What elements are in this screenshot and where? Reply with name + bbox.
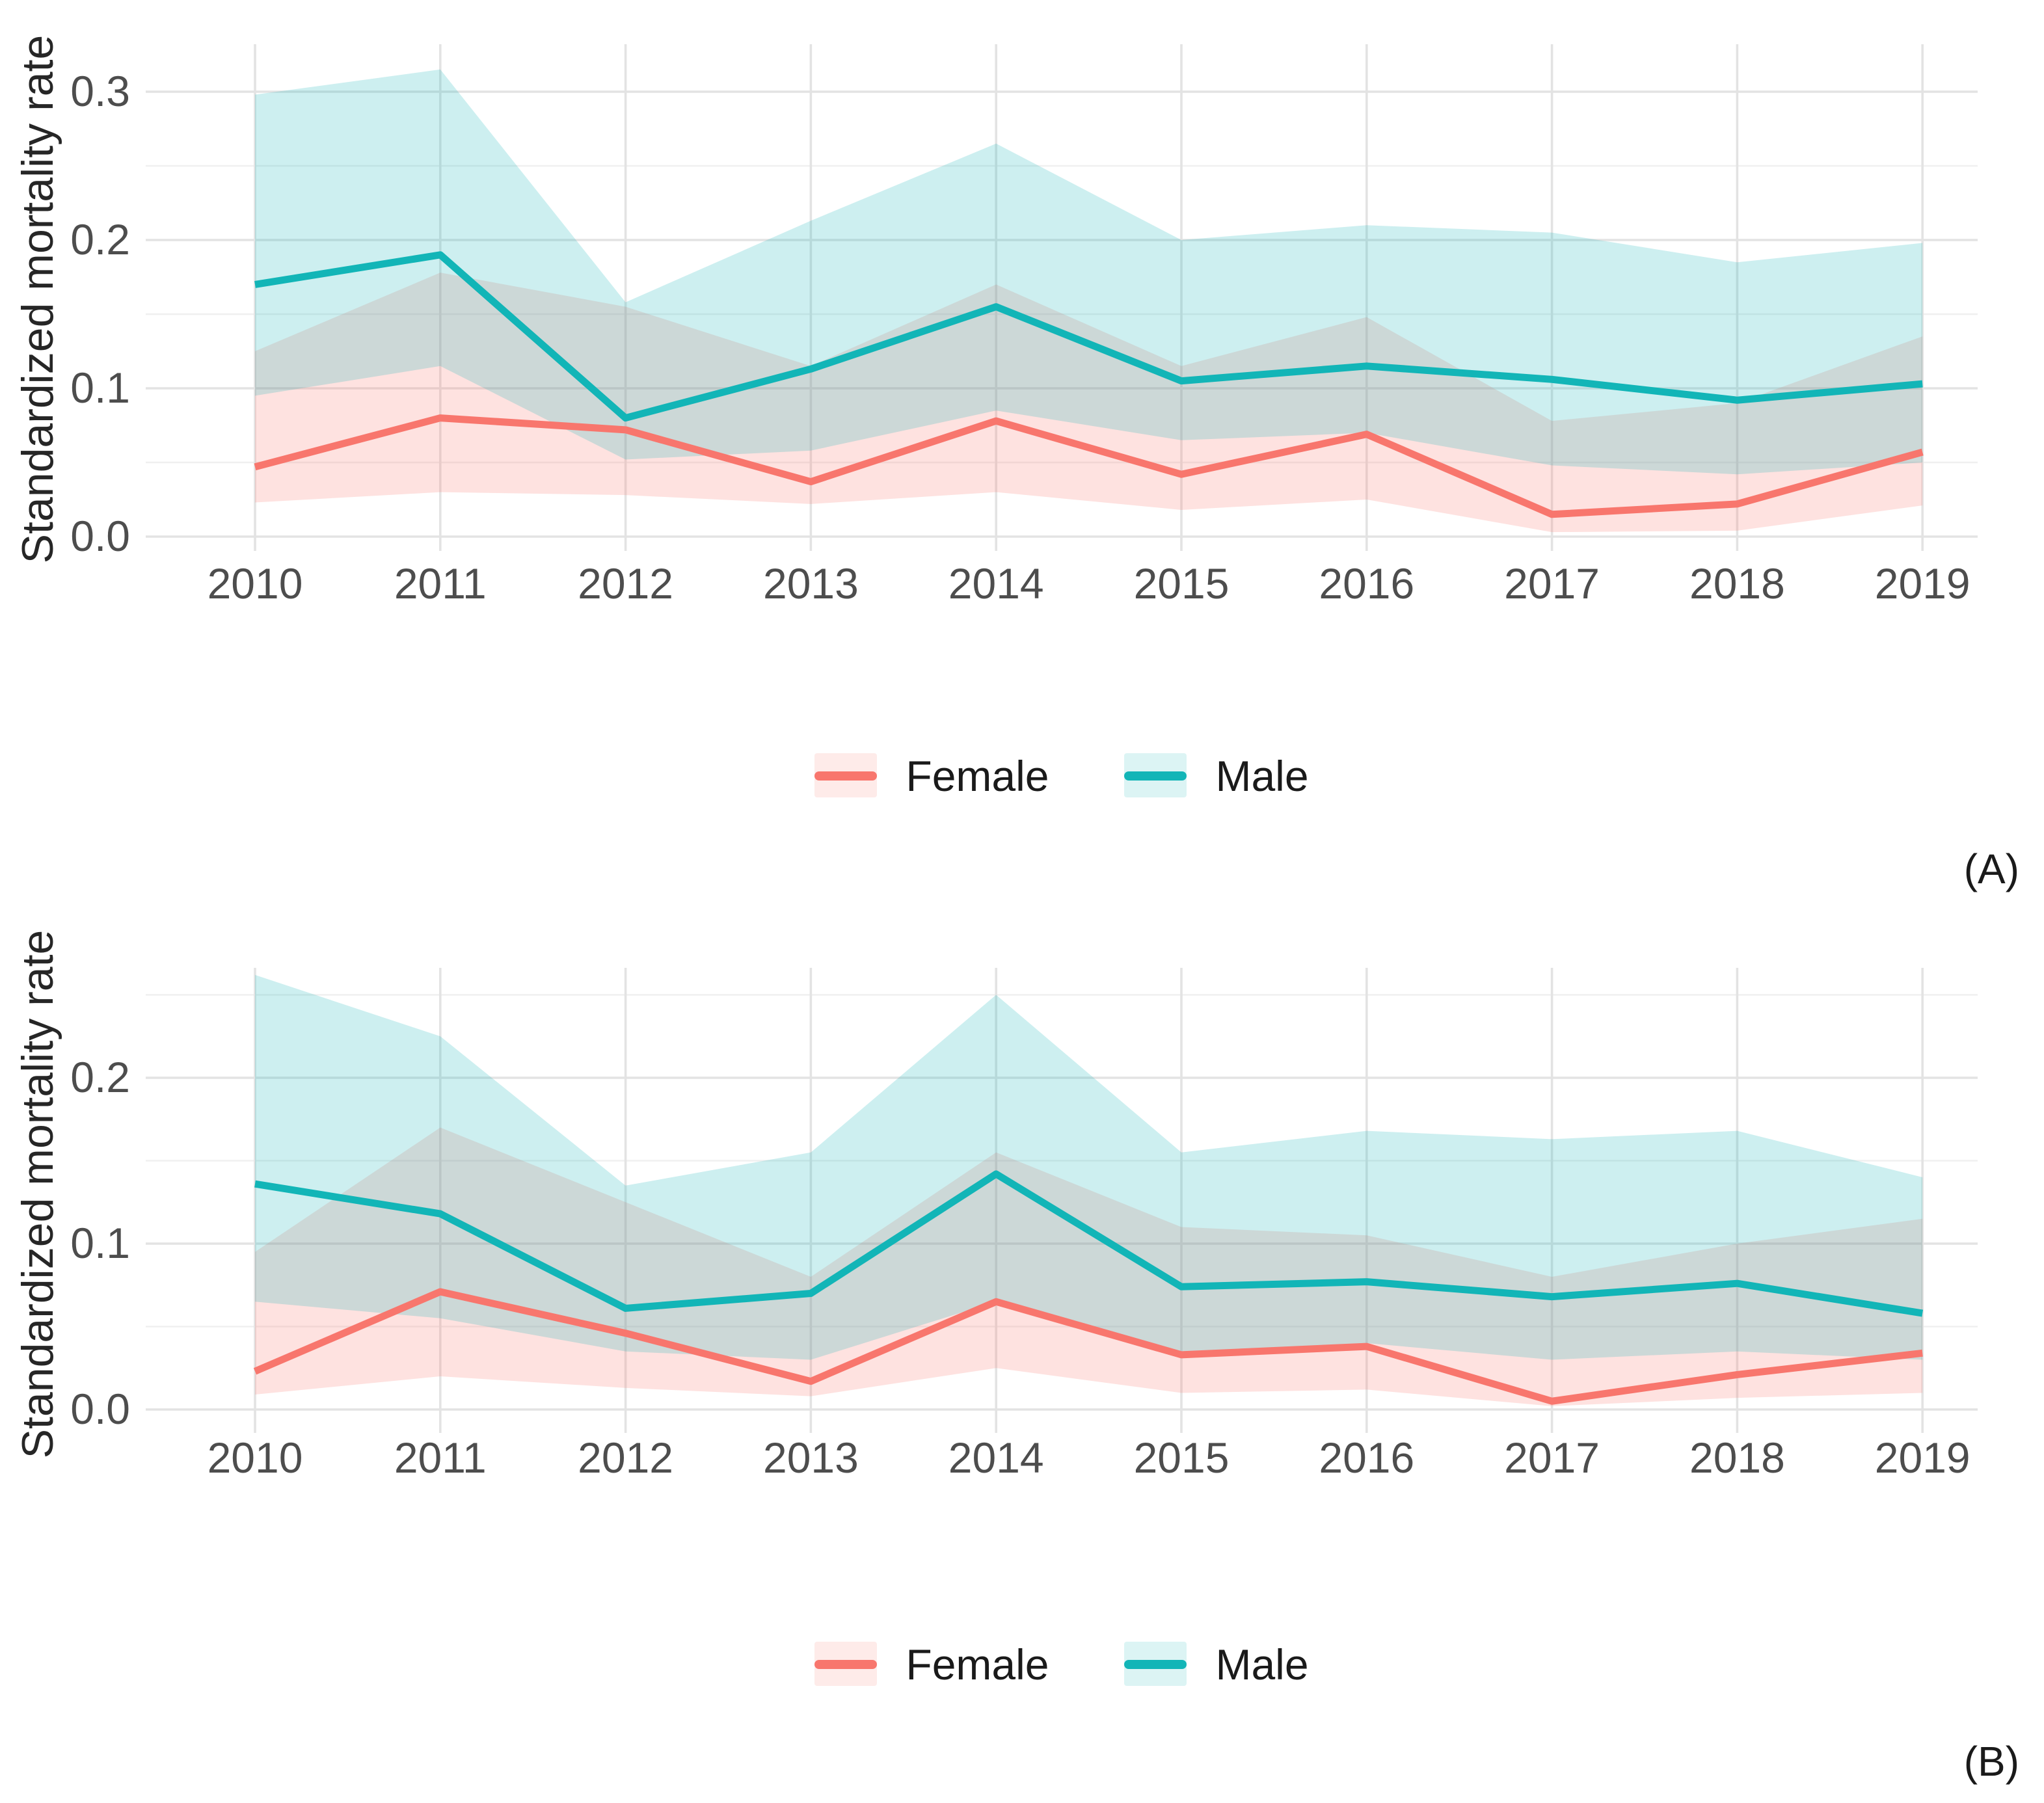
female-legend-key-icon xyxy=(814,753,878,797)
female-legend-key-icon xyxy=(814,1642,878,1686)
legend-b: Female Male xyxy=(146,1635,1978,1692)
x-tick-label: 2012 xyxy=(578,1434,673,1482)
x-tick-label: 2015 xyxy=(1134,559,1230,608)
x-tick-label: 2016 xyxy=(1319,559,1414,608)
x-tick-label: 2010 xyxy=(208,559,303,608)
x-tick-label: 2013 xyxy=(763,559,859,608)
x-tick-label: 2010 xyxy=(208,1434,303,1482)
female-legend-line-icon xyxy=(814,1659,878,1668)
legend-item-male: Male xyxy=(1124,751,1309,799)
x-tick-label: 2019 xyxy=(1875,559,1970,608)
x-tick-label: 2018 xyxy=(1689,559,1785,608)
x-tick-label: 2015 xyxy=(1134,1434,1230,1482)
x-tick-label: 2019 xyxy=(1875,1434,1970,1482)
panel-label-b: (B) xyxy=(1963,1738,2019,1785)
male-line xyxy=(254,1170,1924,1317)
female-legend-line-icon xyxy=(814,771,878,780)
y-tick-label: 0.2 xyxy=(70,1053,130,1101)
y-tick-label: 0.1 xyxy=(70,1219,130,1267)
plot-panel-b: 0.0 0.1 0.2 2010 2011 2012 2013 2014 2015 2016 201… xyxy=(70,968,1978,1482)
x-tick-label: 2016 xyxy=(1319,1434,1414,1482)
female-ci-ribbon xyxy=(255,1127,1923,1406)
female-line xyxy=(254,414,1924,518)
legend-item-male: Male xyxy=(1124,1640,1309,1688)
legend-label-female: Female xyxy=(906,1640,1049,1688)
male-line xyxy=(254,251,1923,422)
y-tick-label: 0.0 xyxy=(70,1385,130,1433)
x-tick-label: 2014 xyxy=(948,559,1044,608)
y-tick-label: 0.2 xyxy=(70,215,130,263)
y-tick-label: 0.0 xyxy=(70,512,130,560)
female-line xyxy=(253,1288,1923,1405)
male-legend-line-icon xyxy=(1124,771,1187,780)
plot-panel-a: 0.0 0.1 0.2 0.3 2010 2011 2012 2013 2014 2015 2016… xyxy=(70,44,1978,608)
x-tick-label: 2017 xyxy=(1504,559,1600,608)
male-legend-line-icon xyxy=(1124,1659,1187,1668)
panel-label-a: (A) xyxy=(1963,846,2019,892)
y-tick-label: 0.1 xyxy=(70,364,130,412)
legend-item-female: Female xyxy=(814,1642,1049,1686)
x-tick-label: 2014 xyxy=(948,1434,1044,1482)
legend-a: Female Male xyxy=(146,747,1978,804)
x-tick-label: 2017 xyxy=(1504,1434,1600,1482)
x-tick-label: 2013 xyxy=(763,1434,859,1482)
x-tick-label: 2012 xyxy=(578,559,673,608)
female-ci-ribbon xyxy=(255,273,1923,533)
legend-item-female: Female xyxy=(814,753,1049,797)
male-legend-key-icon xyxy=(1124,753,1187,797)
y-tick-label: 0.3 xyxy=(70,67,130,115)
x-tick-label: 2011 xyxy=(394,559,487,608)
x-tick-label: 2011 xyxy=(394,1434,487,1482)
legend-label-male: Male xyxy=(1215,751,1309,799)
legend-label-female: Female xyxy=(906,751,1049,799)
male-ci-ribbon xyxy=(255,974,1923,1360)
male-legend-key-icon xyxy=(1124,1642,1187,1686)
x-tick-label: 2018 xyxy=(1689,1434,1785,1482)
legend-label-male: Male xyxy=(1215,1640,1309,1688)
